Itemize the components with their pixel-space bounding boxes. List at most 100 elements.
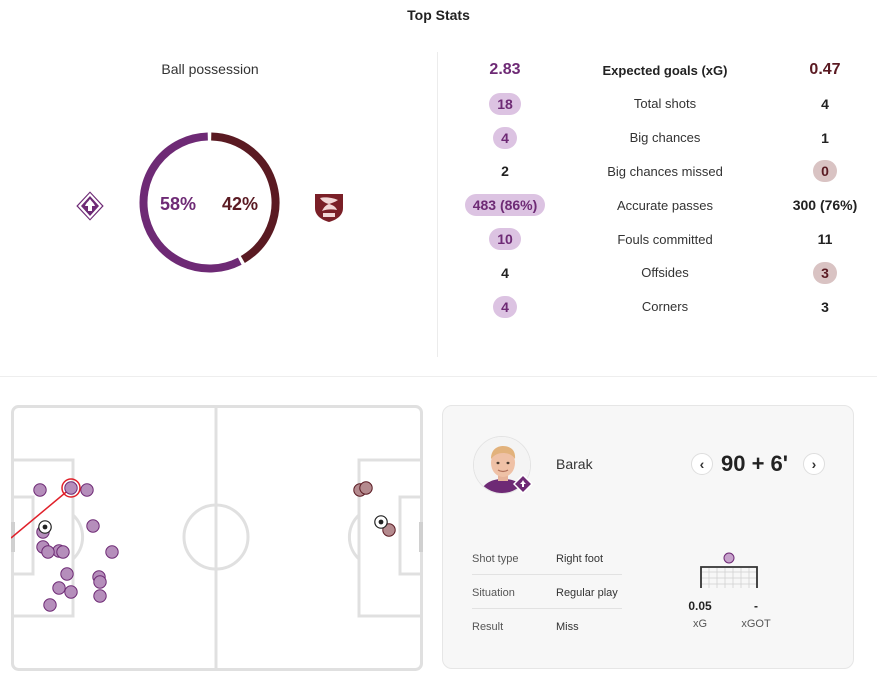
stat-away-value-cell: 11 — [765, 224, 877, 254]
home-shot-marker[interactable] — [105, 545, 119, 559]
away-shot-marker[interactable] — [359, 481, 373, 495]
home-shot-marker[interactable] — [60, 567, 74, 581]
stat-home-value: 483 (86%) — [464, 194, 546, 217]
stat-home-value-cell: 483 (86%) — [445, 190, 565, 220]
stat-away-value: 0.47 — [809, 61, 841, 78]
chevron-right-icon: › — [811, 456, 817, 472]
right-goal-box — [398, 495, 422, 576]
stat-home-value: 4 — [501, 264, 509, 281]
stat-home-value-cell: 2.83 — [445, 55, 565, 85]
stat-home-value: 2.83 — [489, 61, 521, 78]
fiorentina-logo — [73, 188, 107, 224]
stat-away-value-cell: 0.47 — [765, 55, 877, 85]
selected-shot-trajectory — [11, 487, 72, 539]
stat-name: Corners — [641, 299, 689, 315]
shot-markers — [33, 478, 396, 612]
stat-home-value-cell: 10 — [445, 224, 565, 254]
stat-row: 4 Corners 3 — [445, 292, 875, 322]
vertical-divider — [437, 52, 438, 357]
shot-minute: 90 + 6' — [721, 451, 789, 476]
stat-home-value-cell: 18 — [445, 89, 565, 119]
right-penalty-box — [357, 458, 422, 618]
away-shot-marker[interactable] — [382, 523, 396, 537]
player-avatar — [473, 436, 531, 494]
home-shot-marker[interactable] — [93, 575, 107, 589]
result-row: Result Miss — [472, 609, 622, 643]
stat-away-value: 300 (76%) — [792, 197, 858, 214]
xg-label: xG — [692, 618, 708, 630]
stat-away-value-cell: 3 — [765, 258, 877, 288]
salernitana-logo — [315, 194, 343, 222]
home-shot-marker[interactable] — [80, 483, 94, 497]
stat-away-value: 4 — [821, 95, 829, 112]
stat-home-value-cell: 4 — [445, 258, 565, 288]
situation-label: Situation — [472, 587, 515, 599]
possession-label: Ball possession — [161, 61, 259, 77]
next-shot-button[interactable]: › — [803, 453, 825, 475]
stat-away-value-cell: 4 — [765, 89, 877, 119]
stat-name: Big chances — [629, 130, 701, 146]
player-name[interactable]: Barak — [556, 456, 593, 472]
shot-map-pitch[interactable] — [11, 405, 423, 671]
stat-away-value-cell: 1 — [765, 123, 877, 153]
away-goal-ball-icon[interactable] — [374, 515, 388, 529]
shot-type-value: Right foot — [556, 553, 604, 565]
stat-name: Expected goals (xG) — [602, 62, 728, 78]
stat-home-value: 18 — [489, 92, 521, 115]
home-goal-ball-icon[interactable] — [38, 520, 52, 534]
stat-home-value: 10 — [489, 228, 521, 250]
home-shot-marker[interactable] — [56, 545, 70, 559]
xgot-value: - — [754, 599, 758, 613]
stat-away-value: 3 — [821, 298, 829, 315]
result-label: Result — [472, 621, 504, 633]
stat-home-value: 4 — [493, 126, 517, 149]
possession-away-arc — [211, 132, 280, 263]
stat-away-value-cell: 300 (76%) — [765, 190, 877, 220]
possession-home-arc — [139, 132, 242, 273]
home-shot-marker[interactable] — [64, 481, 78, 495]
home-shot-marker[interactable] — [33, 483, 47, 497]
xgot-label: xGOT — [741, 618, 771, 630]
stat-home-value: 4 — [493, 295, 517, 318]
goal-frame-icon — [700, 552, 758, 588]
result-value: Miss — [556, 621, 579, 633]
stat-row: 4 Big chances 1 — [445, 123, 875, 153]
stat-away-value: 11 — [817, 231, 833, 247]
stat-away-value: 0 — [813, 160, 837, 183]
home-shot-marker[interactable] — [52, 581, 66, 595]
situation-row: Situation Regular play — [472, 575, 622, 609]
stat-home-value-cell: 4 — [445, 123, 565, 153]
home-shot-marker[interactable] — [41, 545, 55, 559]
possession-away-percent: 42% — [222, 194, 259, 214]
situation-value: Regular play — [556, 587, 618, 599]
xg-value: 0.05 — [688, 599, 712, 613]
home-shot-marker[interactable] — [43, 598, 57, 612]
home-shot-marker[interactable] — [64, 585, 78, 599]
previous-shot-button[interactable]: ‹ — [691, 453, 713, 475]
stat-name: Accurate passes — [616, 197, 714, 213]
shot-detail-card: Barak ‹ 90 + 6' › Shot type Right foot S… — [442, 405, 854, 669]
stat-row: 10 Fouls committed 11 — [445, 224, 875, 254]
stat-home-value-cell: 4 — [445, 292, 565, 322]
stat-away-value-cell: 3 — [765, 292, 877, 322]
stat-row: 18 Total shots 4 — [445, 89, 875, 119]
stat-name: Fouls committed — [617, 231, 713, 247]
left-penalty-arc — [71, 513, 85, 561]
player-team-badge-icon — [513, 474, 533, 494]
shot-ball-marker — [723, 552, 735, 564]
right-goal — [419, 522, 423, 552]
stat-row: 4 Offsides 3 — [445, 258, 875, 288]
stat-row: 2 Big chances missed 0 — [445, 156, 875, 186]
section-divider — [0, 376, 877, 377]
center-circle — [182, 503, 250, 571]
stat-home-value: 2 — [501, 163, 509, 180]
possession-home-percent: 58% — [160, 194, 197, 214]
stat-away-value: 3 — [813, 261, 837, 284]
shot-type-label: Shot type — [472, 553, 519, 565]
shot-type-row: Shot type Right foot — [472, 541, 622, 575]
stat-name: Total shots — [633, 96, 697, 112]
stat-row: 2.83 Expected goals (xG) 0.47 — [445, 55, 875, 85]
home-shot-marker[interactable] — [86, 519, 100, 533]
home-shot-marker[interactable] — [93, 589, 107, 603]
stat-name: Big chances missed — [607, 163, 723, 179]
